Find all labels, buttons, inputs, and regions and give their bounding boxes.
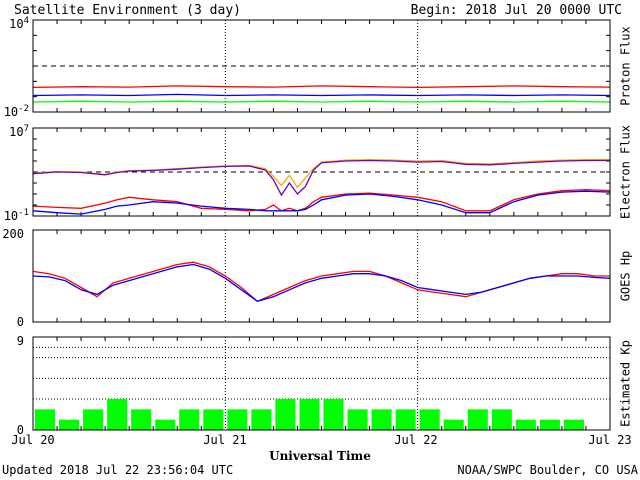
proton-y-tick-label-exponent: 4 [24, 16, 29, 26]
proton-axis-label: Proton Flux [619, 26, 633, 105]
kp-bar [563, 419, 584, 430]
hp-y-tick-label: 200 [2, 227, 24, 241]
kp-axis-label: Estimated Kp [619, 340, 633, 427]
updated-timestamp: Updated 2018 Jul 22 23:56:04 UTC [2, 463, 233, 477]
kp-bar [107, 399, 128, 430]
kp-bar [155, 419, 176, 430]
kp-bar [227, 409, 248, 430]
kp-bar [467, 409, 488, 430]
hp-y-tick-label: 0 [17, 315, 24, 329]
kp-bar [131, 409, 152, 430]
proton-red-series-line [32, 85, 611, 89]
kp-bar [515, 419, 536, 430]
x-tick-label-jul21: Jul 21 [203, 433, 246, 447]
electron-y-tick-label-base: 10 [4, 209, 18, 223]
kp-y-tick-label: 0 [17, 423, 24, 437]
hp-red-series-line [32, 261, 610, 303]
electron-blue-series-line [32, 190, 611, 215]
kp-bar [59, 419, 80, 430]
kp-bar [491, 409, 512, 430]
proton-green-series-line [32, 100, 611, 103]
begin-time: Begin: 2018 Jul 20 0000 UTC [411, 3, 622, 18]
electron-orange-series-line [32, 159, 610, 189]
x-tick-label-jul20: Jul 20 [11, 433, 54, 447]
kp-panel: 9 0 Estimated Kp [17, 334, 633, 437]
kp-y-tick-label: 9 [17, 334, 24, 348]
x-axis-title: Universal Time [269, 449, 371, 463]
proton-panel-frame [32, 19, 611, 113]
proton-blue-series-line [32, 93, 611, 97]
kp-bar [395, 409, 416, 430]
kp-bar [443, 419, 464, 430]
electron-y-tick-label: 10-1 [4, 208, 29, 223]
proton-y-tick-label-base: 10 [4, 105, 18, 119]
kp-bar [323, 399, 344, 430]
kp-bar [419, 409, 440, 430]
proton-y-tick-label: 10-2 [4, 104, 29, 119]
source-credit: NOAA/SWPC Boulder, CO USA [457, 463, 638, 477]
proton-y-tick-label-base: 10 [9, 17, 23, 31]
kp-bar [251, 409, 272, 430]
electron-purple-series-line [32, 159, 610, 197]
kp-bar [347, 409, 368, 430]
kp-bar [35, 409, 56, 430]
electron-y-tick-label-exponent: 7 [24, 124, 29, 134]
electron-y-tick-label-exponent: -1 [18, 208, 29, 218]
proton-y-tick-label: 104 [9, 16, 29, 31]
electron-panel-frame [32, 127, 611, 217]
kp-bar [83, 409, 104, 430]
kp-bar [299, 399, 320, 430]
electron-y-tick-label: 107 [9, 124, 29, 139]
proton-y-tick-label-exponent: -2 [18, 104, 29, 114]
x-axis-labels: Jul 20 Jul 21 Jul 22 Jul 23 Universal Ti… [11, 433, 631, 463]
electron-axis-label: Electron Flux [619, 125, 633, 219]
kp-bar [539, 419, 560, 430]
x-tick-label-jul23: Jul 23 [588, 433, 631, 447]
kp-bar [275, 399, 296, 430]
x-tick-label-jul22: Jul 22 [394, 433, 437, 447]
hp-panel-frame [32, 229, 611, 323]
kp-bar [371, 409, 392, 430]
electron-y-tick-label-base: 10 [9, 125, 23, 139]
kp-bar [179, 409, 200, 430]
hp-axis-label: GOES Hp [619, 251, 633, 302]
hp-blue-series-line [32, 263, 611, 303]
kp-bar [203, 409, 224, 430]
hp-panel: 200 0 GOES Hp [2, 227, 632, 329]
chart-title: Satellite Environment (3 day) [14, 3, 241, 18]
kp-panel-frame [32, 336, 611, 431]
